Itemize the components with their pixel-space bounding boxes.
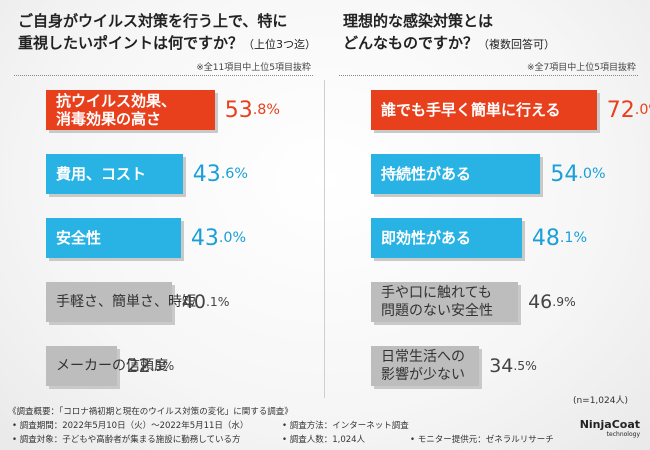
- value-decimal: .1%: [205, 295, 230, 309]
- right-bar-label-3: 即効性がある: [381, 218, 471, 258]
- right-bar-label-line: 手や口に触れても: [381, 285, 492, 301]
- right-bar-value-2: 54.0%: [550, 154, 605, 194]
- footer-provider: • モニター提供元：ゼネラルリサーチ: [410, 435, 554, 445]
- left-chart-note: ※全11項目中上位5項目抜粋: [196, 63, 311, 73]
- footer-count: • 調査人数：1,024人: [282, 435, 366, 445]
- right-bar-label-line: 即効性がある: [381, 229, 472, 247]
- right-chart-note: ※全7項目中上位5項目抜粋: [527, 63, 636, 73]
- value-integer: 48: [531, 225, 560, 251]
- left-title-line1: ご自身がウイルス対策を行う上で、特に: [18, 12, 288, 30]
- left-bar-value-2: 43.6%: [193, 154, 248, 194]
- value-integer: 53: [224, 97, 253, 123]
- left-divider: [14, 75, 313, 76]
- right-bar-label-line: 誰でも手早く簡単に行える: [381, 101, 561, 119]
- right-divider: [339, 75, 638, 76]
- left-bar-value-3: 43.0%: [191, 218, 246, 258]
- right-chart-title: 理想的な感染対策とは どんなものですか？（複数回答可）: [343, 10, 643, 56]
- right-bar-4: [371, 282, 519, 322]
- value-decimal: .1%: [559, 230, 588, 246]
- value-integer: 22: [126, 355, 151, 377]
- right-bar-value-5: 34.5%: [489, 346, 537, 386]
- right-title-line1: 理想的な感染対策とは: [343, 12, 494, 30]
- logo-sub: technology: [606, 431, 640, 438]
- left-bar-value-1: 53.8%: [225, 90, 280, 130]
- left-chart-title: ご自身がウイルス対策を行う上で、特に 重視したいポイントは何ですか？（上位3つ迄…: [18, 10, 318, 56]
- logo-name: NinjaCoat: [579, 418, 640, 431]
- left-bar-label-line: 安全性: [56, 229, 102, 247]
- left-bar-label-4: 手軽さ、簡単さ、時短: [56, 282, 196, 322]
- footer-period: • 調査期間：2022年5月10日（火）～2022年5月11日（水）: [12, 421, 249, 431]
- left-bar-label-line: 費用、コスト: [56, 165, 147, 183]
- panel-divider: [324, 80, 325, 398]
- left-bar-label-5: メーカーの信頼度: [56, 346, 168, 386]
- left-title-line2: 重視したいポイントは何ですか？: [18, 34, 244, 52]
- left-bar-label-2: 費用、コスト: [56, 154, 146, 194]
- value-decimal: .5%: [513, 359, 537, 373]
- left-bar-3: [46, 218, 181, 258]
- footer-target: • 調査対象：子どもや高齢者が集まる施設に勤務している方: [12, 435, 241, 445]
- right-bar-label-5: 日常生活への 影響が少ない: [381, 346, 465, 386]
- value-integer: 40: [181, 291, 206, 313]
- right-bar-value-4: 46.9%: [528, 282, 576, 322]
- value-integer: 43: [192, 161, 221, 187]
- survey-footer: 《調査概要：「コロナ禍初期と現在のウイルス対策の変化」に関する調査》 • 調査期…: [0, 403, 650, 450]
- left-bar-1: [46, 90, 215, 130]
- footer-method: • 調査方法：インターネット調査: [282, 421, 409, 431]
- right-bar-label-line: 日常生活への: [381, 349, 465, 365]
- value-decimal: .6%: [220, 166, 248, 182]
- left-bar-value-4: 40.1%: [182, 282, 230, 322]
- value-integer: 43: [190, 225, 219, 251]
- right-title-line2: どんなものですか？: [343, 34, 479, 52]
- value-integer: 46: [528, 291, 553, 313]
- value-decimal: .5%: [150, 359, 175, 373]
- footer-overview: 《調査概要：「コロナ禍初期と現在のウイルス対策の変化」に関する調査》: [8, 407, 293, 417]
- left-bar-4: [46, 282, 172, 322]
- value-decimal: .0%: [218, 230, 247, 246]
- right-bar-label-2: 持続性がある: [381, 154, 471, 194]
- right-bar-2: [371, 154, 541, 194]
- left-bar-label-1: 抗ウイルス効果、 消毒効果の高さ: [56, 90, 176, 130]
- right-bar-value-1: 72.0%: [607, 90, 650, 130]
- right-title-sub: （複数回答可）: [478, 38, 556, 51]
- value-integer: 72: [606, 97, 635, 123]
- sample-size-label: (n=1,024人): [572, 396, 628, 406]
- right-bar-label-line: 影響が少ない: [381, 367, 465, 383]
- left-title-sub: （上位3つ迄）: [243, 38, 317, 51]
- right-bar-value-3: 48.1%: [532, 218, 587, 258]
- right-bar-5: [371, 346, 480, 386]
- left-bar-5: [46, 346, 117, 386]
- value-decimal: .0%: [634, 102, 650, 118]
- right-bar-3: [371, 218, 522, 258]
- right-bar-1: [371, 90, 597, 130]
- left-bar-label-3: 安全性: [56, 218, 101, 258]
- left-bar-label-line: 手軽さ、簡単さ、時短: [56, 294, 196, 310]
- right-bar-label-line: 問題のない安全性: [381, 303, 493, 319]
- right-bar-label-1: 誰でも手早く簡単に行える: [381, 90, 561, 130]
- value-decimal: .9%: [552, 295, 576, 309]
- left-bar-value-5: 22.5%: [127, 346, 175, 386]
- brand-logo: NinjaCoat technology: [579, 418, 640, 440]
- left-bar-label-line: メーカーの信頼度: [56, 358, 168, 374]
- left-bar-2: [46, 154, 183, 194]
- value-integer: 34: [489, 355, 514, 377]
- left-chart-panel: ご自身がウイルス対策を行う上で、特に 重視したいポイントは何ですか？（上位3つ迄…: [0, 0, 325, 400]
- left-bar-label-line: 抗ウイルス効果、: [56, 92, 177, 110]
- right-chart-panel: 理想的な感染対策とは どんなものですか？（複数回答可） ※全7項目中上位5項目抜…: [325, 0, 650, 400]
- value-decimal: .8%: [252, 102, 280, 118]
- right-bar-label-line: 持続性がある: [381, 165, 472, 183]
- right-bar-label-4: 手や口に触れても 問題のない安全性: [381, 282, 493, 322]
- value-decimal: .0%: [578, 166, 606, 182]
- value-integer: 54: [550, 161, 579, 187]
- left-bar-label-line: 消毒効果の高さ: [56, 110, 162, 128]
